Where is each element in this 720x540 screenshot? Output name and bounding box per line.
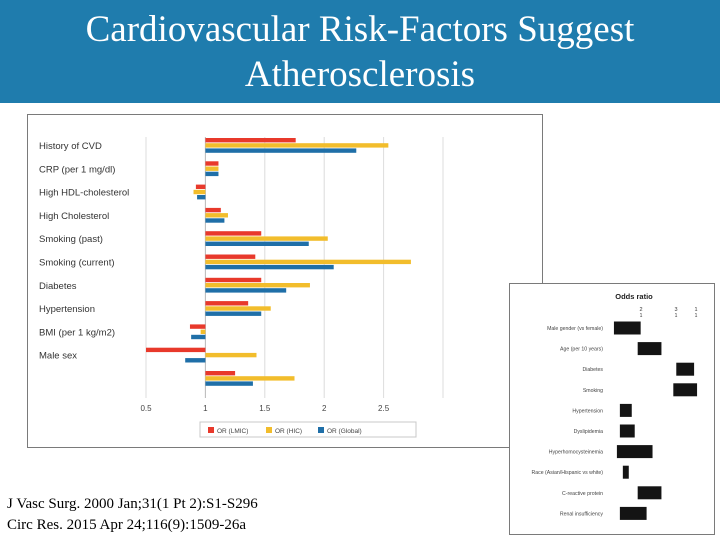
category-label-smoking-past: Smoking (past): [39, 234, 103, 245]
odds-label-hypertension: Hypertension: [572, 408, 603, 414]
odds-label-renal-insufficiency: Renal insufficiency: [560, 511, 604, 517]
bar-diabetes-or-hic: [205, 283, 310, 288]
category-label-diabetes: Diabetes: [39, 281, 77, 292]
category-label-history-of-cvd: History of CVD: [39, 141, 102, 152]
odds-label-smoking: Smoking: [583, 388, 603, 394]
category-label-hypertension: Hypertension: [39, 304, 95, 315]
title-bar: Cardiovascular Risk-Factors Suggest Athe…: [0, 0, 720, 103]
odds-label-hyperhomocysteinemia: Hyperhomocysteinemia: [549, 450, 603, 456]
odds-tick-label: 3: [674, 307, 677, 313]
bar-diabetes-or-lmic: [205, 277, 262, 283]
odds-label-male-gender-vs-female: Male gender (vs female): [547, 326, 603, 332]
bar-high-cholesterol-or-hic: [205, 213, 228, 218]
bar-smoking-past-or-global: [205, 241, 309, 246]
bar-diabetes-or-global: [205, 288, 287, 293]
bar-crp-per-1-mg-dl-or-hic: [205, 166, 219, 171]
slide-title-line-1: Cardiovascular Risk-Factors Suggest: [85, 9, 635, 50]
legend-box: [199, 421, 417, 438]
bar-smoking-past-or-lmic: [205, 231, 262, 236]
odds-ratio-title: Odds ratio: [615, 292, 653, 301]
bar-smoking-current-or-hic: [205, 259, 411, 265]
bar-unlabeled-or-hic: [205, 376, 295, 381]
risk-factor-bar-chart: History of CVD CRP (per 1 mg/dl) High HDL-…: [27, 114, 543, 448]
odds-bar-age-per-10-years: [637, 342, 662, 356]
bar-male-sex-or-global: [185, 358, 206, 363]
legend: OR (LMIC) OR (HIC) OR (Global): [199, 421, 417, 438]
reference-1: J Vasc Surg. 2000 Jan;31(1 Pt 2):S1-S296: [7, 496, 258, 512]
bar-male-sex-or-hic: [205, 352, 257, 358]
references: J Vasc Surg. 2000 Jan;31(1 Pt 2):S1-S296…: [7, 494, 258, 536]
category-label-high-cholesterol: High Cholesterol: [39, 211, 109, 222]
category-label-smoking-current: Smoking (current): [39, 258, 115, 269]
bar-hypertension-or-global: [205, 311, 262, 316]
bar-history-of-cvd-or-hic: [205, 143, 389, 148]
odds-label-dyslipidemia: Dyslipidemia: [574, 429, 604, 435]
bar-high-hdl-cholesterol-or-lmic: [195, 184, 206, 189]
odds-ratio-chart: Odds ratio 2 1 3 1 1 1 Male gender (vs female) A…: [509, 283, 715, 535]
legend-label-or-global: OR (Global): [327, 428, 362, 435]
odds-bar-hypertension: [619, 403, 632, 417]
bar-smoking-current-or-lmic: [205, 254, 256, 259]
x-tick-label: 2: [322, 404, 327, 413]
x-tick-label: 1: [203, 404, 208, 413]
odds-bar-dyslipidemia: [619, 424, 635, 438]
odds-label-diabetes: Diabetes: [583, 367, 604, 373]
bar-smoking-past-or-hic: [205, 236, 328, 241]
bar-crp-per-1-mg-dl-or-lmic: [205, 161, 219, 166]
odds-label-c-reactive-protein: C-reactive protein: [562, 491, 603, 497]
bar-crp-per-1-mg-dl-or-global: [205, 171, 219, 177]
bar-bmi-per-1-kg-m2-or-lmic: [189, 324, 206, 329]
slide-title-line-2: Atherosclerosis: [244, 54, 476, 95]
category-label-crp-per-1-mg-dl: CRP (per 1 mg/dl): [39, 164, 115, 175]
category-label-bmi-per-1-kg-m2: BMI (per 1 kg/m2): [39, 327, 115, 338]
bar-unlabeled-or-lmic: [205, 371, 236, 376]
legend-swatch-or-hic: [266, 427, 272, 433]
odds-tick-sublabel: 1: [640, 313, 643, 319]
bar-hypertension-or-lmic: [205, 301, 249, 306]
risk-factor-chart-svg: History of CVD CRP (per 1 mg/dl) High HDL-…: [39, 137, 444, 438]
odds-bar-c-reactive-protein: [637, 486, 662, 500]
odds-label-age-per-10-years: Age (per 10 years): [560, 347, 603, 353]
x-tick-label: 0.5: [140, 404, 152, 413]
bar-history-of-cvd-or-lmic: [205, 138, 296, 143]
legend-label-or-hic: OR (HIC): [275, 428, 302, 435]
odds-bar-male-gender-vs-female: [613, 321, 641, 335]
bar-bmi-per-1-kg-m2-or-global: [191, 334, 206, 340]
bar-history-of-cvd-or-global: [205, 148, 357, 153]
legend-label-or-lmic: OR (LMIC): [217, 428, 248, 435]
x-tick-label: 2.5: [378, 404, 390, 413]
odds-tick-label: 1: [694, 307, 697, 313]
bar-high-cholesterol-or-global: [205, 218, 225, 223]
legend-swatch-or-lmic: [208, 427, 214, 433]
bar-high-hdl-cholesterol-or-hic: [193, 189, 206, 195]
odds-bar-hyperhomocysteinemia: [616, 445, 653, 459]
odds-tick-label: 2: [639, 307, 642, 313]
odds-tick-sublabel: 1: [695, 313, 698, 319]
bar-high-hdl-cholesterol-or-global: [197, 195, 206, 200]
bar-smoking-current-or-global: [205, 264, 334, 270]
category-label-high-hdl-cholesterol: High HDL-cholesterol: [39, 188, 129, 199]
bar-male-sex-or-lmic: [146, 347, 206, 353]
odds-bar-renal-insufficiency: [619, 506, 647, 520]
odds-bar-diabetes: [676, 362, 695, 376]
odds-tick-sublabel: 1: [675, 313, 678, 319]
category-label-male-sex: Male sex: [39, 351, 77, 362]
odds-bar-smoking: [673, 383, 698, 397]
bar-high-cholesterol-or-lmic: [205, 207, 221, 213]
bar-bmi-per-1-kg-m2-or-hic: [200, 329, 206, 334]
x-tick-label: 1.5: [259, 404, 271, 413]
reference-2: Circ Res. 2015 Apr 24;116(9):1509-26a: [7, 517, 246, 533]
bar-unlabeled-or-global: [205, 381, 253, 386]
odds-label-race-asian-hispanic-vs-white: Race (Asian/Hispanic vs white): [532, 470, 604, 476]
bar-hypertension-or-hic: [205, 306, 271, 311]
legend-swatch-or-global: [318, 427, 324, 433]
odds-bar-race-asian-hispanic-vs-white: [622, 465, 629, 479]
